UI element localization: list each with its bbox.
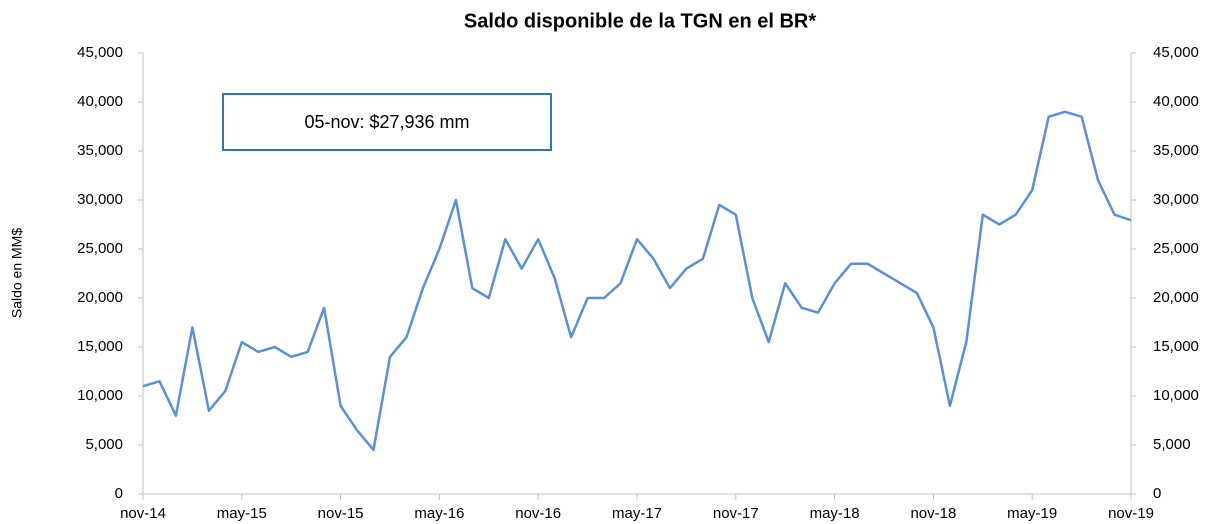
x-tick-label: nov-16	[515, 505, 561, 522]
y2-tick-label: 20,000	[1153, 289, 1199, 306]
x-tick-label: nov-14	[120, 505, 166, 522]
x-tick-label: may-15	[217, 505, 267, 522]
x-tick-label: nov-18	[910, 505, 956, 522]
x-tick-label: nov-19	[1108, 505, 1154, 522]
y-tick-label: 45,000	[77, 44, 123, 61]
y-tick-label: 0	[115, 485, 123, 502]
y2-tick-label: 45,000	[1153, 44, 1199, 61]
y-tick-label: 35,000	[77, 142, 123, 159]
y-tick-label: 10,000	[77, 387, 123, 404]
y2-tick-label: 0	[1153, 485, 1161, 502]
x-tick-label: may-16	[414, 505, 464, 522]
y-axis-label: Saldo en MM$	[9, 228, 25, 318]
chart-title: Saldo disponible de la TGN en el BR*	[464, 10, 816, 32]
x-tick-label: may-17	[612, 505, 662, 522]
x-tick-label: may-19	[1007, 505, 1057, 522]
y2-tick-label: 10,000	[1153, 387, 1199, 404]
annotation: 05-nov: $27,936 mm	[222, 93, 552, 151]
y2-tick-label: 25,000	[1153, 240, 1199, 257]
x-tick-label: nov-17	[713, 505, 759, 522]
y-tick-label: 5,000	[85, 436, 123, 453]
y2-tick-label: 15,000	[1153, 338, 1199, 355]
data-line	[142, 110, 1132, 452]
y2-tick-label: 5,000	[1153, 436, 1191, 453]
y-tick-label: 15,000	[77, 338, 123, 355]
x-tick-label: nov-15	[318, 505, 364, 522]
y2-tick-label: 30,000	[1153, 191, 1199, 208]
y-tick-label: 25,000	[77, 240, 123, 257]
y-tick-label: 20,000	[77, 289, 123, 306]
y2-tick-label: 40,000	[1153, 93, 1199, 110]
x-tick-label: may-18	[810, 505, 860, 522]
y-tick-label: 40,000	[77, 93, 123, 110]
y-tick-label: 30,000	[77, 191, 123, 208]
y2-tick-label: 35,000	[1153, 142, 1199, 159]
